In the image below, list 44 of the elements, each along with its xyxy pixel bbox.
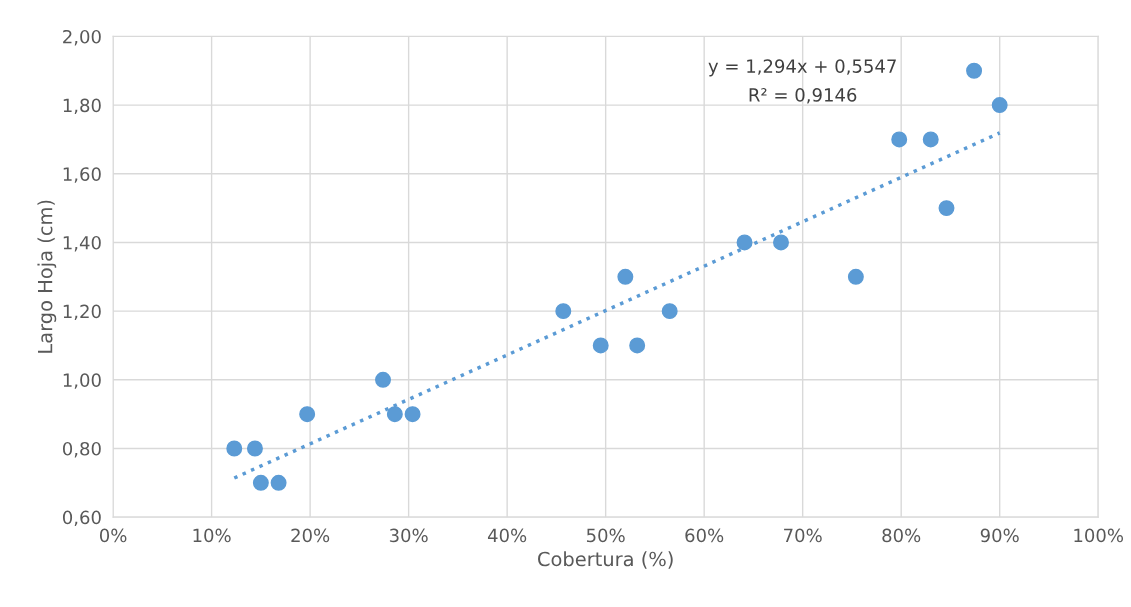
point <box>386 406 403 423</box>
y-tick-label: 0,80 <box>62 441 101 458</box>
point <box>661 303 678 320</box>
point <box>270 474 287 491</box>
x-tick-label: 0% <box>99 528 127 543</box>
x-tick-label: 30% <box>389 528 428 543</box>
x-tick-label: 50% <box>586 528 625 543</box>
y-tick-label: 1,60 <box>63 167 101 183</box>
y-tick-label: 2,00 <box>63 29 101 46</box>
x-tick-label: 80% <box>882 528 921 543</box>
point <box>773 234 789 251</box>
annotation: R² = 0,9146 <box>749 88 857 104</box>
point <box>966 62 983 79</box>
y-tick-label: 1,40 <box>63 235 101 252</box>
x-tick-label: 10% <box>193 528 231 543</box>
point <box>252 474 269 491</box>
x-tick-label: 20% <box>291 528 330 543</box>
point <box>375 371 391 388</box>
x-tick-label: 60% <box>685 528 724 543</box>
point <box>592 337 609 354</box>
point <box>299 406 316 423</box>
y-tick-label: 1,20 <box>63 304 101 321</box>
y-tick-label: 0,60 <box>62 510 101 527</box>
point <box>991 97 1008 114</box>
point <box>246 440 263 457</box>
point <box>847 268 864 285</box>
point <box>891 131 908 148</box>
x-tick-label: 70% <box>784 528 822 543</box>
point <box>555 303 572 320</box>
x-tick-label: 100% <box>1074 528 1124 543</box>
point <box>404 406 421 423</box>
annotation: y = 1,294x + 0,5547 <box>708 59 896 77</box>
point <box>629 337 646 354</box>
x-axis-title: Cobertura (%) <box>538 551 673 569</box>
y-tick-label: 1,80 <box>63 98 101 115</box>
y-tick-label: 1,00 <box>63 373 101 389</box>
y-axis-title: Largo Hoja (cm) <box>37 200 57 353</box>
point <box>226 440 243 457</box>
point <box>922 131 939 148</box>
point <box>617 268 634 285</box>
x-tick-label: 90% <box>980 528 1019 543</box>
point <box>938 200 955 217</box>
x-tick-label: 40% <box>487 528 527 543</box>
point <box>736 234 753 251</box>
